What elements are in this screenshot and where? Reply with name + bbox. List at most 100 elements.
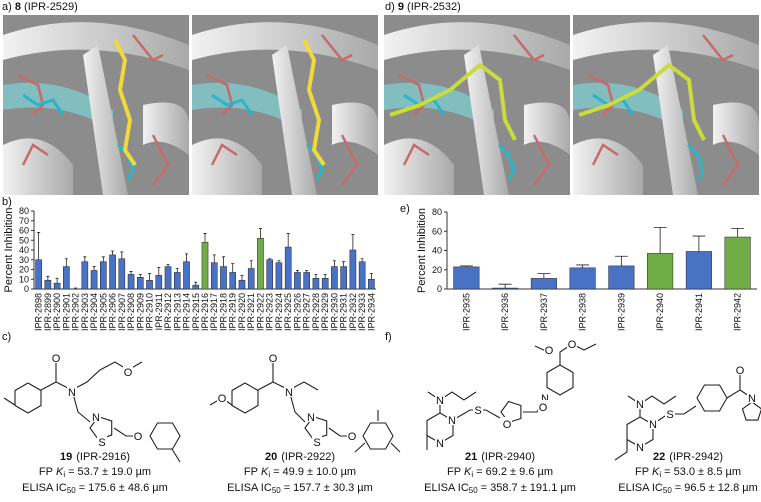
- atom: N: [649, 419, 657, 431]
- atom-bg: [747, 391, 757, 403]
- term: 50: [469, 486, 478, 495]
- error-bar: [258, 228, 262, 239]
- ring: [741, 401, 761, 421]
- bar: [44, 279, 52, 290]
- atom: O: [124, 367, 133, 379]
- atom: O: [545, 345, 554, 357]
- error-bar: [148, 273, 152, 281]
- error-bar: [351, 234, 355, 250]
- term: i: [268, 470, 270, 479]
- error-bar: [231, 263, 235, 273]
- error-bar: [537, 273, 551, 279]
- bar: [238, 279, 246, 290]
- value: 69.2 ± 9.6 µm: [486, 466, 553, 478]
- atom: O: [134, 431, 143, 443]
- x-tick-label: IPR-2931: [339, 293, 349, 331]
- atom: N: [541, 393, 549, 405]
- value: 49.9 ± 10.0 µm: [283, 466, 357, 478]
- error-bar: [314, 273, 318, 279]
- atom-bg: [435, 436, 445, 448]
- elisa-ic50: ELISA IC50 = 175.6 ± 48.6 µm: [22, 482, 168, 495]
- x-tick-label: IPR-2928: [311, 293, 321, 331]
- bar: [724, 236, 751, 290]
- term: ELISA IC: [424, 482, 469, 494]
- structure-image: [571, 13, 761, 197]
- bar: [53, 282, 61, 290]
- y-tick-label: 60: [432, 226, 442, 236]
- bar: [685, 251, 712, 290]
- bond: [390, 442, 401, 453]
- x-tick-label: IPR-2916: [200, 293, 210, 331]
- bar: [294, 272, 301, 290]
- atom-bg: [268, 351, 278, 363]
- elisa-ic50: ELISA IC50 = 358.7 ± 191.1 µm: [424, 482, 576, 495]
- bond: [639, 395, 677, 405]
- bar: [164, 266, 172, 290]
- bond: [3, 397, 16, 406]
- panel-label: d) 9 (IPR-2532): [385, 1, 461, 13]
- bar: [127, 274, 135, 290]
- bar: [220, 266, 227, 290]
- x-tick-label: IPR-2899: [43, 293, 53, 331]
- ring: [696, 384, 728, 412]
- term: 50: [67, 486, 76, 495]
- atom-bg: [538, 400, 548, 412]
- error-bar: [323, 273, 327, 279]
- atom: N: [636, 399, 644, 411]
- x-tick-label: IPR-2907: [117, 293, 127, 331]
- error-bar: [111, 250, 115, 255]
- error-bar: [157, 267, 161, 276]
- atom-bg: [502, 417, 512, 429]
- x-tick-label: IPR-2912: [163, 293, 173, 331]
- y-axis-label: Percent Inhibition: [416, 208, 428, 293]
- term: i: [63, 470, 65, 479]
- error-bar: [576, 264, 590, 268]
- error-bar: [194, 281, 198, 286]
- atom-bg: [648, 417, 658, 429]
- atom: N: [636, 442, 644, 454]
- x-tick-label: IPR-2898: [34, 293, 44, 331]
- bar: [608, 265, 635, 290]
- bar: [530, 278, 557, 290]
- error-bar: [332, 260, 336, 267]
- compound-number: 21: [465, 451, 477, 463]
- panel-label: b): [2, 196, 12, 208]
- x-tick-label: IPR-2905: [98, 293, 108, 331]
- atom: N: [307, 412, 315, 424]
- bar: [569, 267, 596, 290]
- y-tick-label: 50: [19, 235, 29, 245]
- x-tick-label: IPR-2935: [461, 293, 471, 331]
- compound-id: (IPR-2942): [669, 451, 723, 463]
- bar: [492, 287, 519, 290]
- bond: [652, 405, 697, 425]
- bar: [349, 249, 357, 290]
- bar: [35, 259, 42, 290]
- x-tick-label: IPR-2911: [154, 293, 164, 330]
- error-bar: [83, 256, 87, 262]
- error-bar: [459, 265, 473, 267]
- y-tick-label: 0: [24, 284, 29, 294]
- panel-label: e): [400, 203, 410, 215]
- x-tick-label: IPR-2926: [292, 293, 302, 331]
- term: FP: [635, 466, 649, 478]
- compound-number: 22: [653, 451, 665, 463]
- x-tick-label: IPR-2942: [733, 293, 743, 331]
- error-bar: [74, 287, 78, 289]
- term: FP: [39, 466, 53, 478]
- bar: [453, 266, 480, 290]
- value: 358.7 ± 191.1 µm: [490, 482, 576, 494]
- value: 53.0 ± 8.5 µm: [674, 466, 741, 478]
- atom: O: [503, 419, 512, 431]
- fp-ki: FP Ki = 53.7 ± 19.0 µm: [39, 466, 151, 479]
- bond: [272, 381, 319, 391]
- atom-bg: [51, 351, 61, 363]
- error-bar: [277, 260, 281, 263]
- bar: [257, 238, 264, 290]
- atom: N: [92, 412, 100, 424]
- bar: [173, 272, 181, 290]
- value: 175.6 ± 48.6 µm: [88, 482, 168, 494]
- bar: [109, 254, 116, 290]
- error-bar: [212, 254, 216, 263]
- error-bar: [692, 235, 706, 252]
- x-tick-label: IPR-2919: [228, 293, 238, 331]
